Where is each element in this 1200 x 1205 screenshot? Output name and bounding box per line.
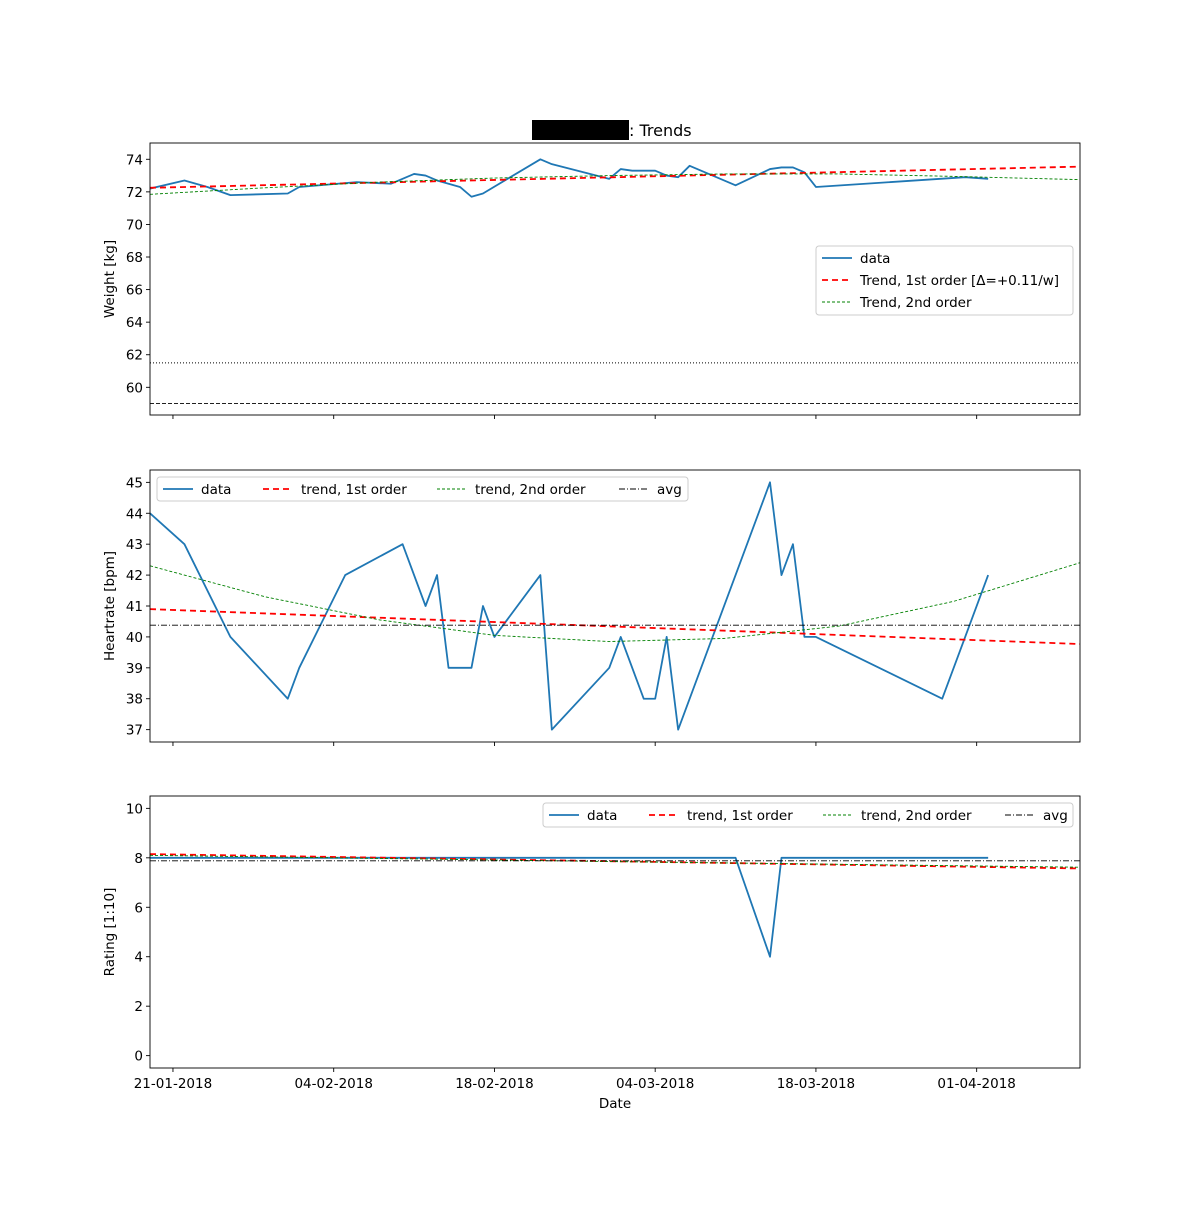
y-tick-label: 6 bbox=[134, 900, 143, 916]
legend-label-avg: avg bbox=[1043, 808, 1068, 824]
legend-label-trend1: Trend, 1st order [Δ=+0.11/w] bbox=[859, 273, 1059, 289]
legend-box bbox=[815, 245, 1074, 316]
plot-area bbox=[150, 853, 1080, 958]
series-line-trend1 bbox=[150, 608, 1080, 645]
y-tick-label: 42 bbox=[126, 568, 143, 584]
panel-weight: 60 62 64 66 68 70 72 74 Weight [kg] data Trend, 1s… bbox=[102, 142, 1081, 419]
legend-label-data: data bbox=[860, 251, 890, 267]
redacted-name-block bbox=[532, 120, 629, 140]
y-tick-label: 39 bbox=[126, 661, 143, 677]
y-tick-label: 74 bbox=[126, 152, 143, 168]
y-tick-label: 45 bbox=[126, 475, 143, 491]
legend-label-avg: avg bbox=[657, 482, 682, 498]
legend-box bbox=[542, 802, 1074, 828]
x-tick-label: 01-04-2018 bbox=[937, 1076, 1015, 1092]
legend-label-data: data bbox=[587, 808, 617, 824]
y-tick-label: 62 bbox=[126, 348, 143, 364]
x-tick-label: 18-03-2018 bbox=[777, 1076, 855, 1092]
y-tick-label: 41 bbox=[126, 599, 143, 615]
y-axis-label: Weight [kg] bbox=[102, 240, 118, 318]
y-tick-label: 2 bbox=[134, 999, 143, 1015]
figure-title: : Trends bbox=[532, 120, 692, 140]
y-tick-label: 8 bbox=[134, 851, 143, 867]
x-tick-label: 04-02-2018 bbox=[294, 1076, 372, 1092]
y-tick-label: 37 bbox=[126, 723, 143, 739]
axes-frame bbox=[149, 142, 1081, 416]
y-tick-label: 60 bbox=[126, 380, 143, 396]
series-line-trend1 bbox=[150, 165, 1080, 189]
legend: data Trend, 1st order [Δ=+0.11/w] Trend, 2… bbox=[815, 245, 1074, 316]
legend: data trend, 1st order trend, 2nd order avg bbox=[542, 802, 1074, 828]
legend-label-trend1: trend, 1st order bbox=[687, 808, 793, 824]
plot-area bbox=[150, 158, 1080, 405]
x-tick-label: 21-01-2018 bbox=[134, 1076, 212, 1092]
y-tick-label: 72 bbox=[126, 185, 143, 201]
legend: data trend, 1st order trend, 2nd order avg bbox=[156, 476, 689, 502]
x-axis-label: Date bbox=[599, 1096, 631, 1112]
legend-box bbox=[156, 476, 689, 502]
plot-area bbox=[150, 481, 1080, 731]
series-line-trend2 bbox=[150, 562, 1080, 642]
x-tick-label: 04-03-2018 bbox=[616, 1076, 694, 1092]
y-tick-label: 68 bbox=[126, 250, 143, 266]
x-tick-label: 18-02-2018 bbox=[455, 1076, 533, 1092]
series-line-data bbox=[150, 158, 989, 198]
series-line-data bbox=[150, 856, 989, 958]
y-tick-label: 0 bbox=[134, 1049, 143, 1065]
axes-frame bbox=[149, 469, 1081, 743]
panel-heartrate: 37 38 39 40 41 42 43 44 45 Heartrate [bpm] data tre… bbox=[102, 469, 1081, 746]
legend-label-trend1: trend, 1st order bbox=[301, 482, 407, 498]
legend-label-trend2: trend, 2nd order bbox=[475, 482, 586, 498]
y-tick-label: 64 bbox=[126, 315, 143, 331]
y-axis-label: Rating [1:10] bbox=[102, 888, 118, 977]
legend-label-data: data bbox=[201, 482, 231, 498]
panel-rating: 0 2 4 6 8 10 21-01-2018 04-02-2018 18-02-2018 04-… bbox=[102, 795, 1081, 1092]
y-tick-label: 4 bbox=[134, 950, 143, 966]
y-tick-label: 70 bbox=[126, 217, 143, 233]
title-suffix: : Trends bbox=[629, 121, 692, 140]
series-line-trend2 bbox=[150, 173, 1080, 195]
legend-label-trend2: trend, 2nd order bbox=[861, 808, 972, 824]
axes-frame bbox=[149, 795, 1081, 1069]
y-tick-label: 38 bbox=[126, 692, 143, 708]
y-tick-label: 44 bbox=[126, 506, 143, 522]
y-tick-label: 43 bbox=[126, 537, 143, 553]
y-tick-label: 66 bbox=[126, 283, 143, 299]
legend-label-trend2: Trend, 2nd order bbox=[859, 295, 972, 311]
y-tick-label: 10 bbox=[126, 801, 143, 817]
y-tick-label: 40 bbox=[126, 630, 143, 646]
series-line-data bbox=[150, 481, 989, 731]
y-axis-label: Heartrate [bpm] bbox=[102, 551, 118, 661]
